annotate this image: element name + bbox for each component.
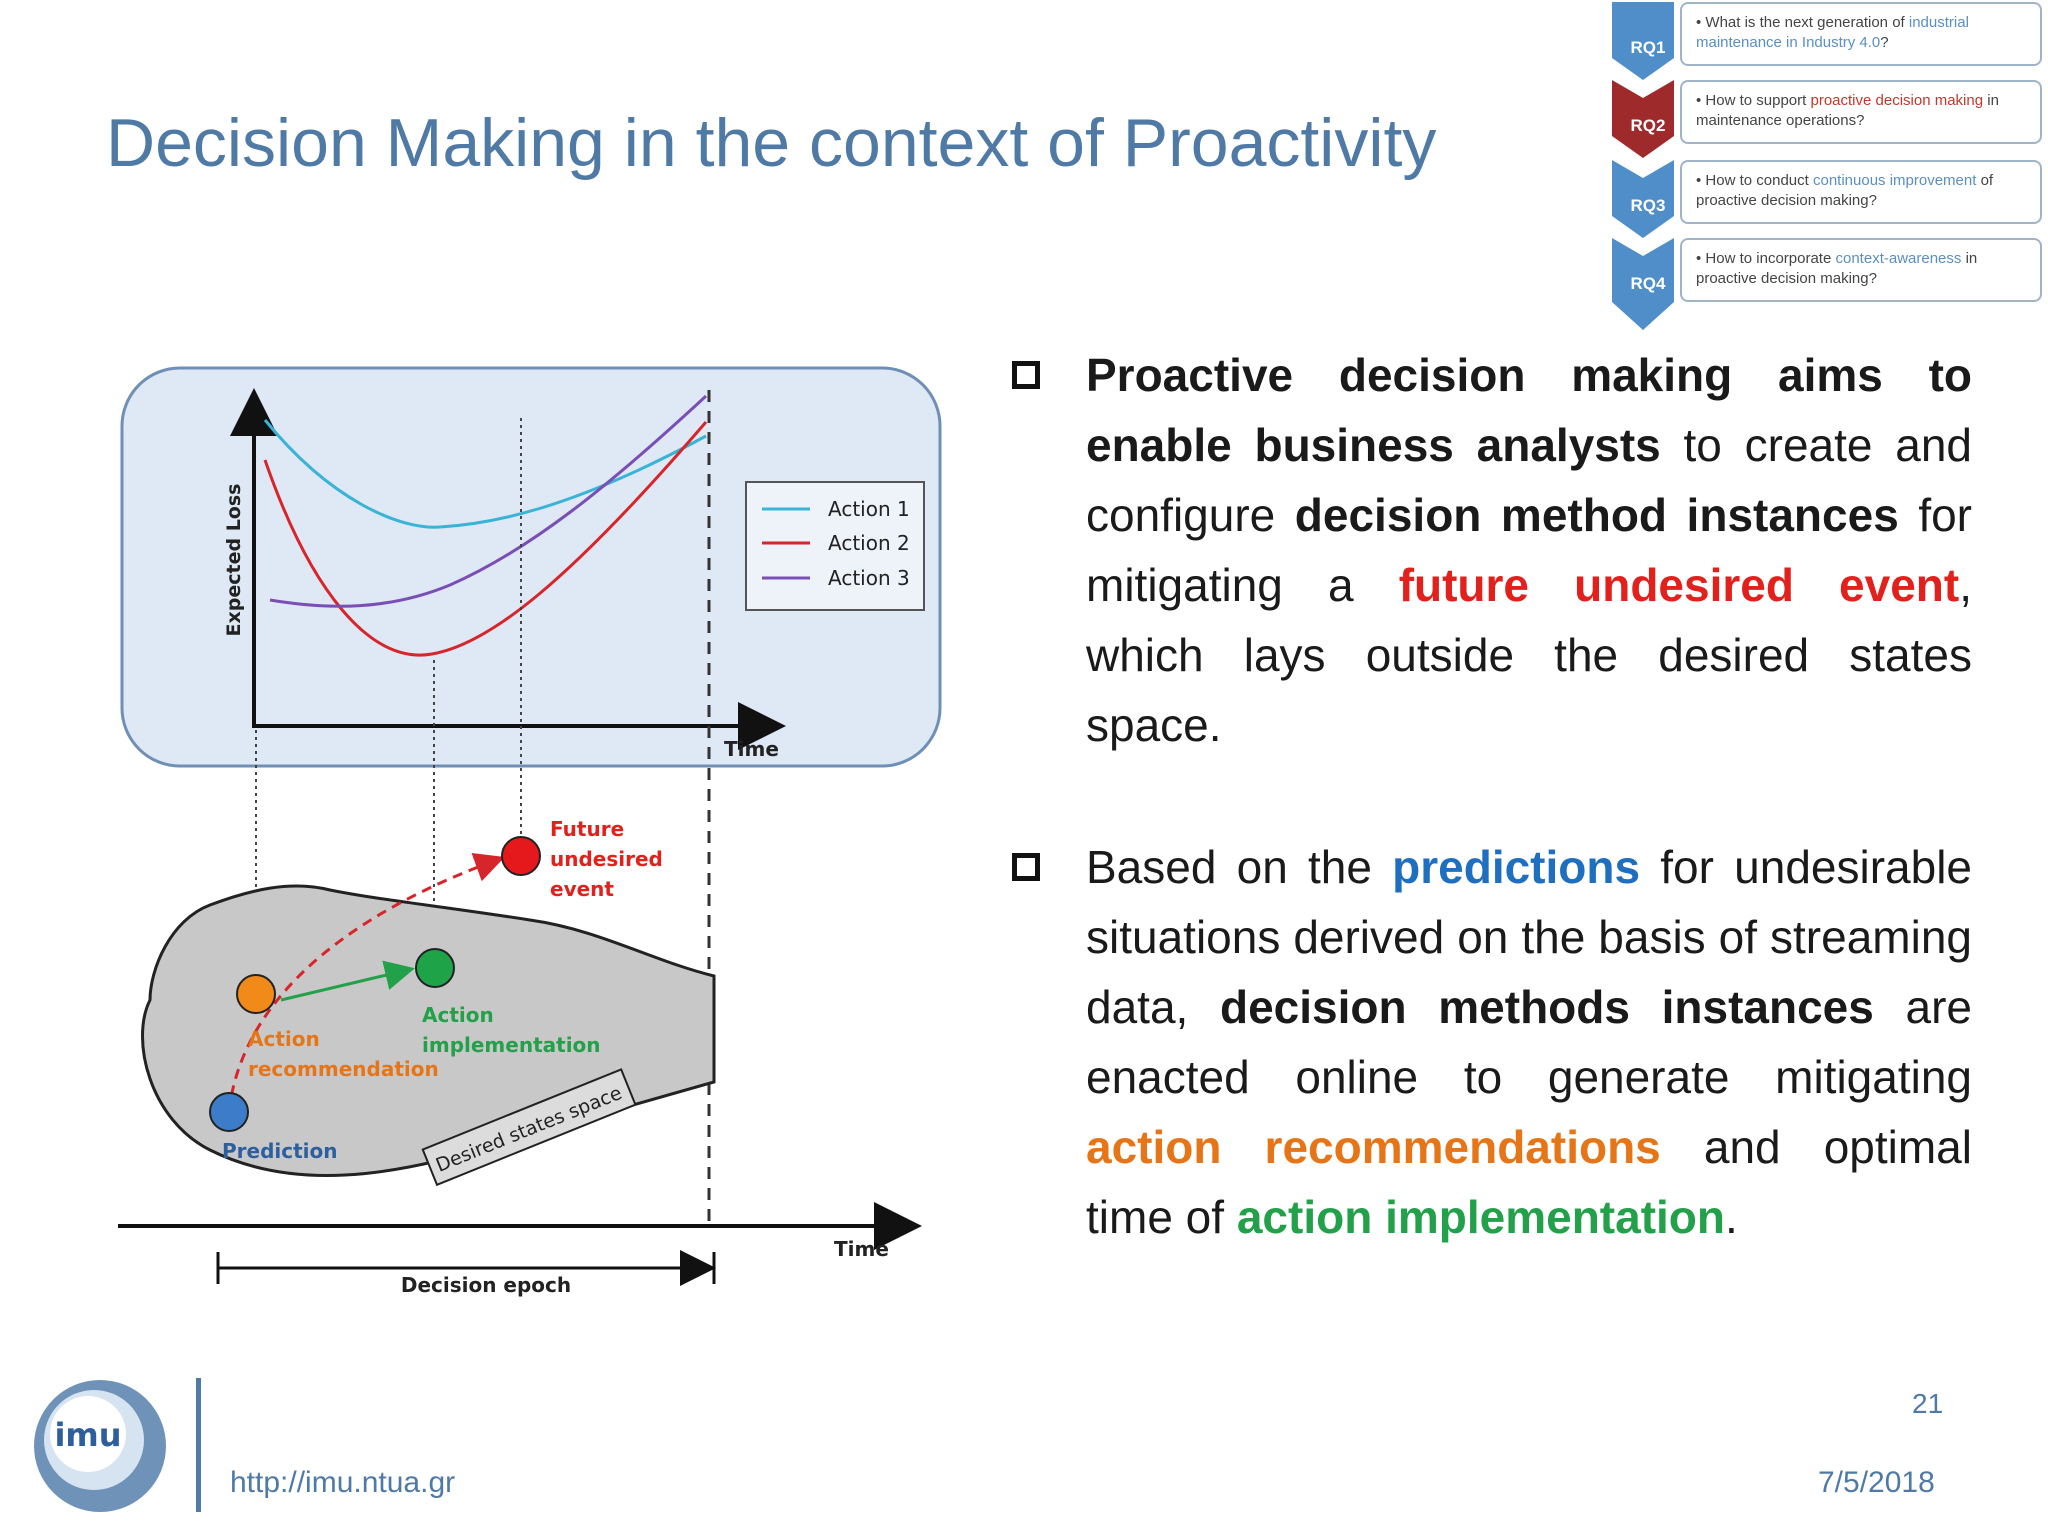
prediction-label: Prediction: [222, 1139, 338, 1163]
legend-action-1: Action 1: [828, 497, 910, 521]
action-recommendation-label: Action recommendation: [248, 1027, 439, 1081]
action-implementation-marker: [415, 948, 455, 988]
footer-date: 7/5/2018: [1818, 1466, 1935, 1499]
rq-item-3: RQ3 • How to conduct continuous improvem…: [1612, 160, 2048, 238]
footer-divider: [196, 1378, 201, 1512]
bottom-time-label: Time: [834, 1237, 889, 1261]
rq-label: RQ1: [1630, 38, 1666, 57]
chevron-icon: [1612, 238, 1674, 330]
series-action-3: [269, 394, 708, 608]
chevron-icon: [1612, 160, 1674, 238]
rq-text: • How to support proactive decision maki…: [1680, 80, 2042, 144]
research-questions-panel: RQ1 • What is the next generation of ind…: [1612, 0, 2048, 340]
rq-label: RQ4: [1630, 274, 1666, 293]
imu-logo: imu: [34, 1380, 166, 1512]
x-axis-label: Time: [724, 737, 779, 761]
chart-panel: [120, 366, 942, 768]
rq-label: RQ2: [1630, 116, 1666, 135]
bullet-list: Proactive decision making aims to enable…: [1012, 340, 1972, 1252]
bullet-item-1: Proactive decision making aims to enable…: [1012, 340, 1972, 760]
checkbox-bullet-icon: [1012, 361, 1040, 389]
legend-action-2: Action 2: [828, 531, 910, 555]
future-event-marker: [501, 836, 541, 876]
bullet-item-2: Based on the predictions for undesirable…: [1012, 832, 1972, 1252]
future-event-label: Future undesired event: [550, 817, 670, 901]
y-axis-label: Expected Loss: [223, 484, 245, 637]
svg-text:imu: imu: [54, 1416, 121, 1454]
action-recommendation-marker: [236, 974, 276, 1014]
rq-text: • How to incorporate context-awareness i…: [1680, 238, 2042, 302]
page-title: Decision Making in the context of Proact…: [106, 105, 1437, 181]
chevron-icon: [1612, 80, 1674, 158]
page-number: 21: [1912, 1388, 1944, 1419]
rq-label: RQ3: [1630, 196, 1666, 215]
rq-item-1: RQ1 • What is the next generation of ind…: [1612, 2, 2048, 80]
rq-text: • How to conduct continuous improvement …: [1680, 160, 2042, 224]
proactive-decision-diagram: Expected Loss Time Action 1 Action 2 Act…: [118, 366, 942, 1297]
desired-states-blob: [141, 884, 716, 1177]
rq-item-4: RQ4 • How to incorporate context-awarene…: [1612, 238, 2048, 330]
rq-text: • What is the next generation of industr…: [1680, 2, 2042, 66]
chevron-icon: [1612, 2, 1674, 80]
chart-legend: Action 1 Action 2 Action 3: [745, 481, 925, 611]
footer-url[interactable]: http://imu.ntua.gr: [230, 1466, 456, 1499]
checkbox-bullet-icon: [1012, 853, 1040, 881]
series-action-1: [263, 419, 707, 529]
action-implementation-label: Action implementation: [422, 1003, 601, 1057]
rq-item-2: RQ2 • How to support proactive decision …: [1612, 80, 2048, 158]
legend-action-3: Action 3: [828, 566, 910, 590]
series-action-2: [263, 421, 708, 657]
prediction-marker: [209, 1092, 249, 1132]
decision-epoch-label: Decision epoch: [401, 1273, 571, 1297]
